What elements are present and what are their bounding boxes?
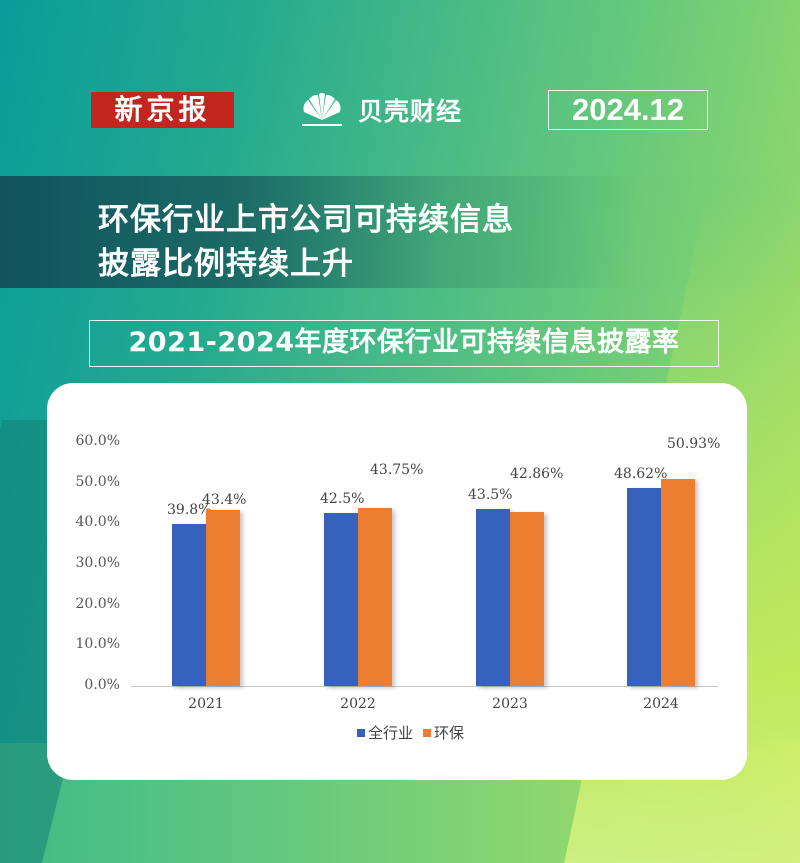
bar-environmental-2022: [358, 508, 392, 686]
x-axis-line: [131, 686, 718, 687]
x-axis-tick-label: 2021: [188, 696, 224, 712]
legend-item-all-industry: 全行业: [357, 722, 413, 743]
header: 新京报 贝壳财经 2024.12: [0, 88, 800, 132]
y-axis-tick-label: 20.0%: [75, 595, 120, 612]
data-label: 50.93%: [667, 435, 721, 452]
chart-subtitle: 2021-2024年度环保行业可持续信息披露率: [89, 320, 719, 367]
chart-card: 0.0% 10.0% 20.0% 30.0% 40.0% 50.0% 60.0% 39.8% 4…: [47, 383, 747, 780]
legend-item-environmental: 环保: [423, 722, 464, 743]
data-label: 42.86%: [510, 465, 564, 482]
legend-label: 全行业: [368, 724, 414, 742]
x-axis-tick-label: 2024: [643, 696, 679, 712]
data-label: 43.4%: [202, 491, 247, 508]
y-axis-tick-label: 0.0%: [84, 677, 120, 693]
bar-all-industry-2021: [172, 524, 206, 686]
issue-date: 2024.12: [548, 90, 708, 130]
brand-xinjingbao-logo: 新京报: [91, 92, 234, 128]
bar-all-industry-2022: [324, 513, 358, 686]
legend-label: 环保: [434, 724, 465, 742]
brand-beike-caijing: 贝壳财经: [296, 90, 462, 130]
data-label: 48.62%: [614, 466, 668, 483]
headline-line-2: 披露比例持续上升: [98, 246, 354, 282]
brand-beike-caijing-text: 贝壳财经: [358, 97, 463, 126]
y-axis-tick-label: 50.0%: [75, 473, 120, 490]
legend-swatch-orange: [423, 728, 432, 737]
y-axis-tick-label: 40.0%: [75, 514, 120, 531]
data-label: 43.5%: [468, 487, 513, 504]
data-label: 42.5%: [320, 491, 365, 508]
legend-swatch-blue: [357, 728, 365, 737]
bar-environmental-2023: [510, 511, 544, 686]
shell-logo-icon: [302, 93, 342, 126]
bar-all-industry-2023: [476, 509, 510, 686]
bar-all-industry-2024: [627, 488, 661, 686]
bar-environmental-2024: [661, 478, 695, 686]
data-label: 39.8%: [167, 502, 212, 519]
y-axis-tick-label: 10.0%: [75, 636, 120, 653]
x-axis-tick-label: 2023: [492, 696, 528, 712]
headline-band: 环保行业上市公司可持续信息 披露比例持续上升: [0, 176, 800, 288]
chart-legend: 全行业 环保: [357, 722, 464, 743]
headline-line-1: 环保行业上市公司可持续信息: [98, 202, 514, 238]
data-label: 43.75%: [370, 462, 424, 479]
x-axis-tick-label: 2022: [340, 696, 376, 712]
y-axis-tick-label: 30.0%: [75, 555, 120, 571]
bar-chart: 0.0% 10.0% 20.0% 30.0% 40.0% 50.0% 60.0% 39.8% 4…: [47, 383, 747, 780]
y-axis-tick-label: 60.0%: [75, 433, 120, 449]
bar-environmental-2021: [206, 509, 240, 686]
